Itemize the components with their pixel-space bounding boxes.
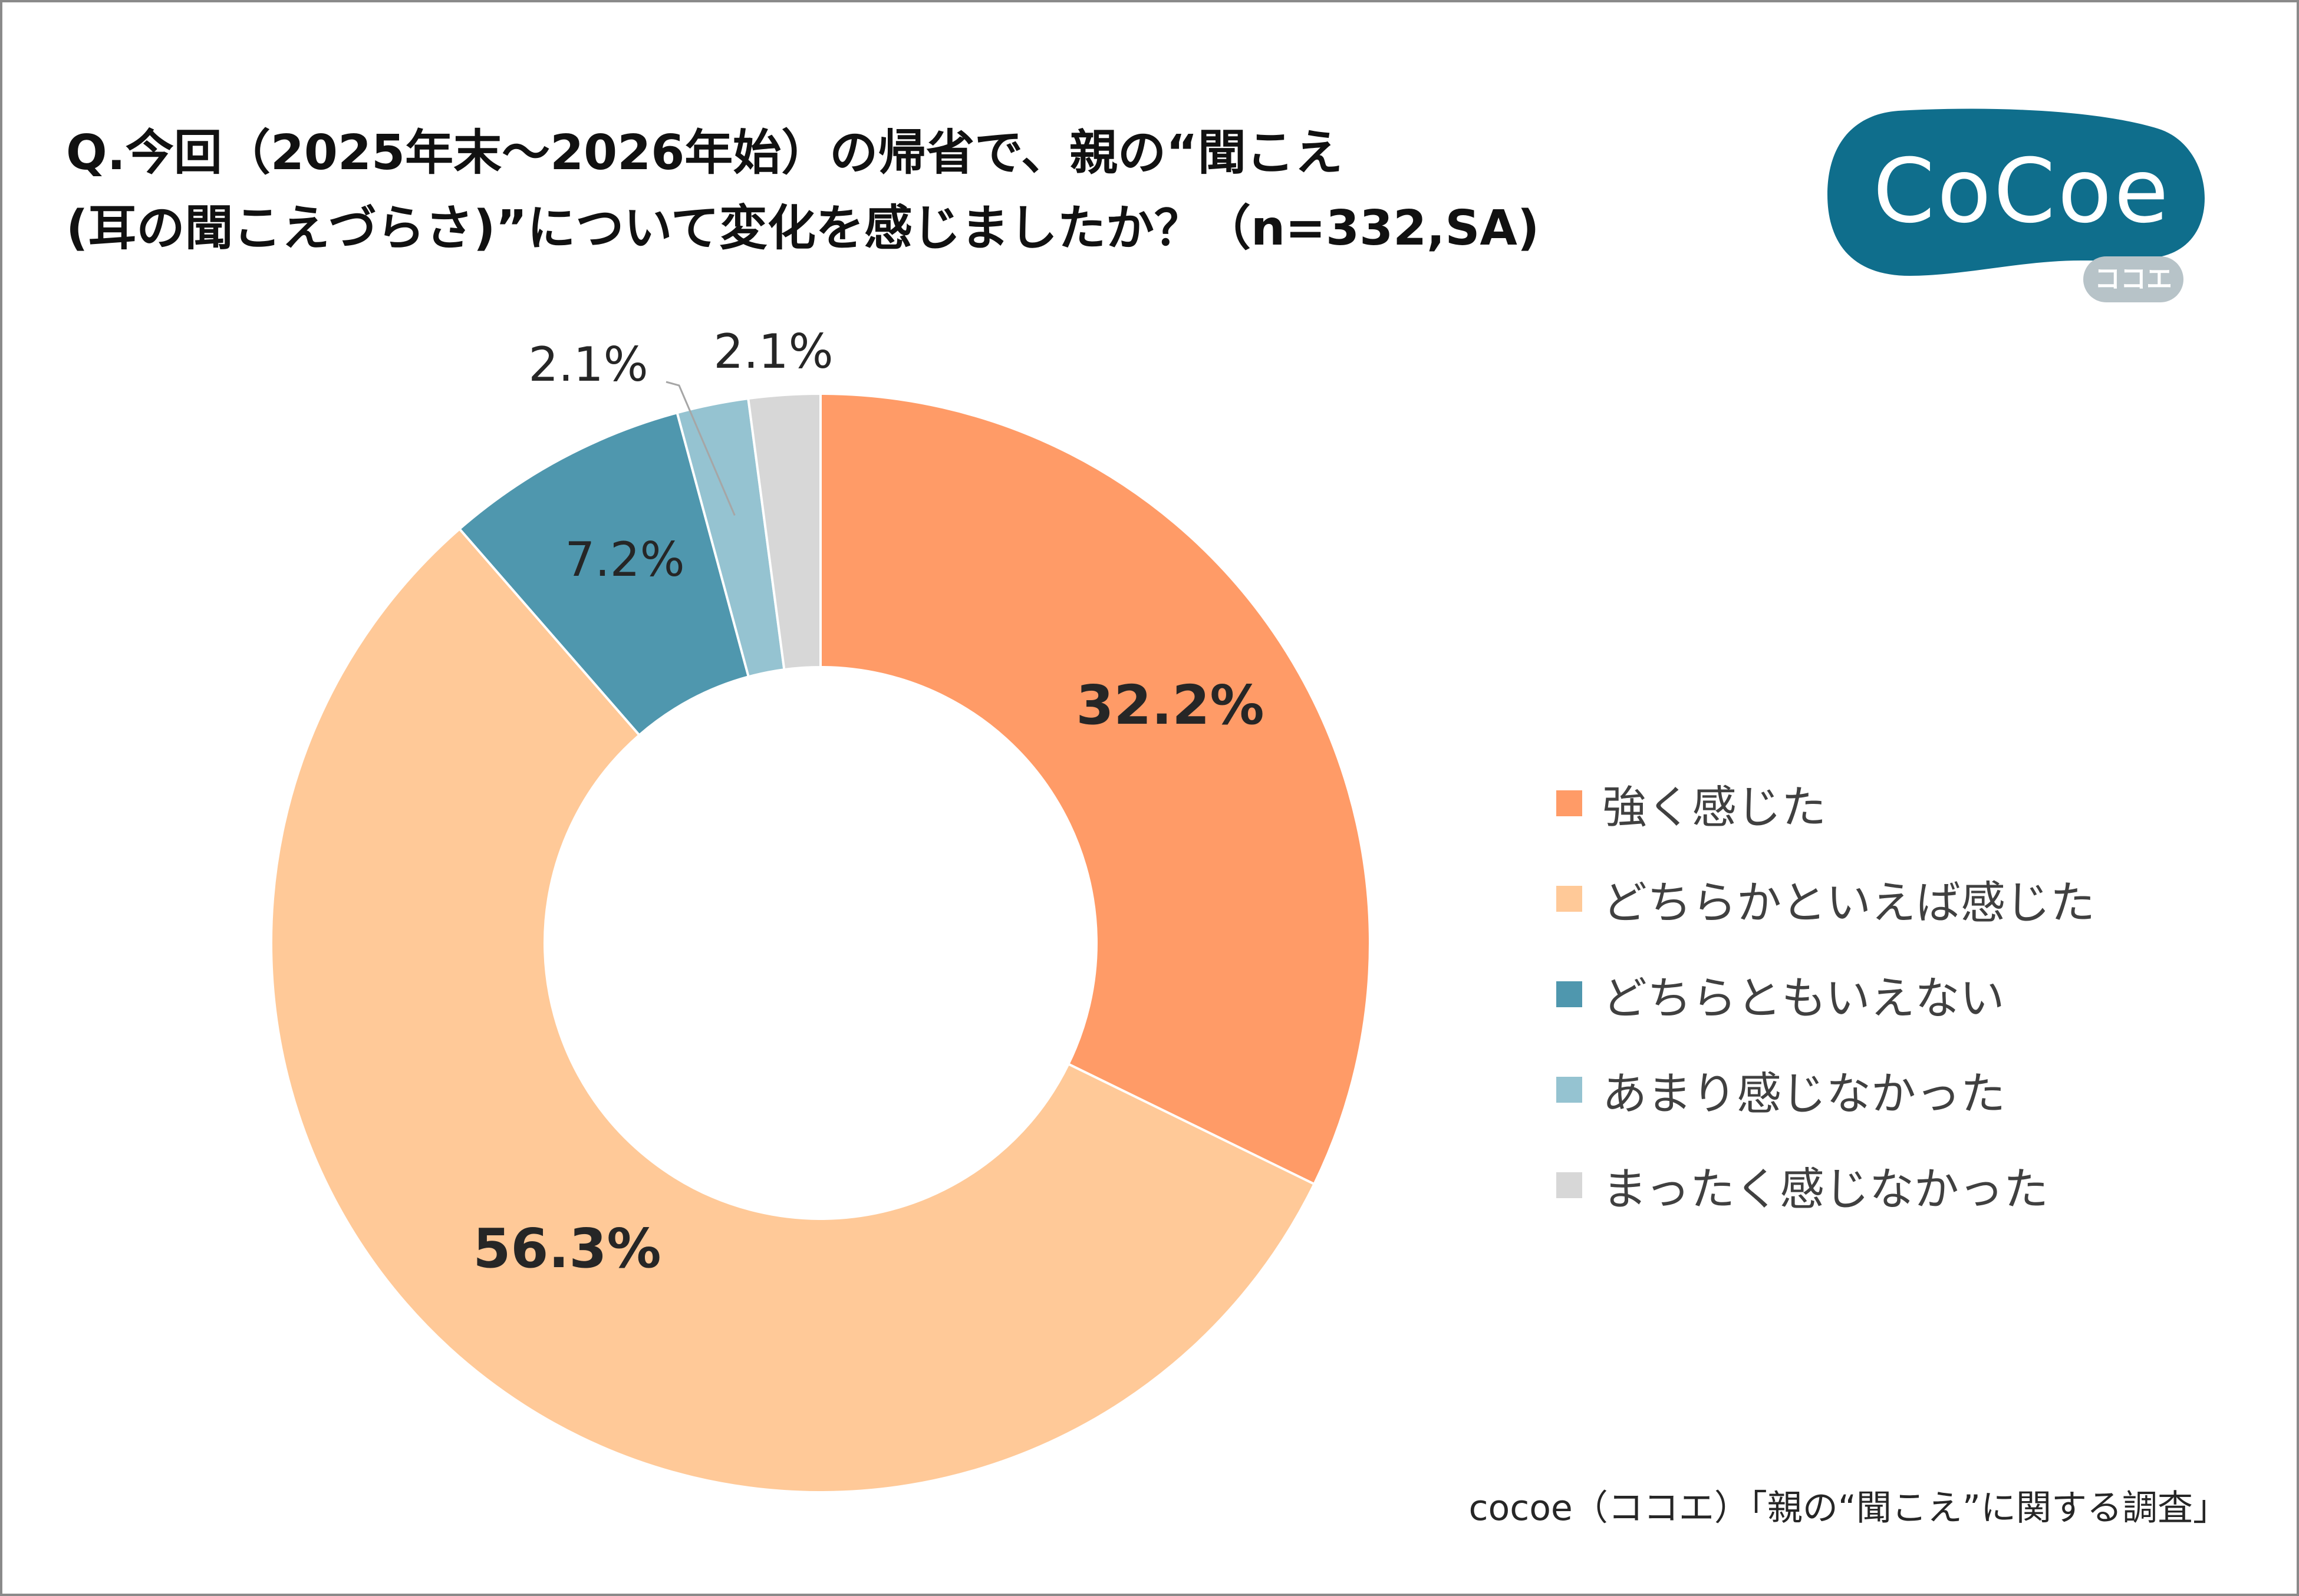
legend-swatch <box>1556 790 1582 816</box>
legend-swatch <box>1556 1172 1582 1198</box>
legend-item-not-at-all: まったく感じなかった <box>1556 1137 2234 1233</box>
logo-pill-shape <box>1827 108 2205 276</box>
legend: 強く感じた どちらかといえば感じた どちらともいえない あまり感じなかった まっ… <box>1556 756 2234 1233</box>
cocoe-logo: CoCoe ココエ <box>1827 106 2205 312</box>
leader-line-group <box>666 381 736 516</box>
chart-title: Q.今回（2025年末～2026年始）の帰省で、親の“聞こえ (耳の聞こえづらさ… <box>66 116 1805 266</box>
legend-label: まったく感じなかった <box>1602 1163 2048 1215</box>
title-line-2: (耳の聞こえづらさ)”について変化を感じましたか？（n=332,SA) <box>66 200 1540 256</box>
logo-wordmark: CoCoe <box>1873 140 2171 243</box>
legend-item-neutral: どちらともいえない <box>1556 947 2234 1042</box>
data-label-group: 32.2% 56.3% 7.2% 2.1% 2.1% <box>473 324 1264 1280</box>
legend-label: どちらかといえば感じた <box>1602 876 2095 929</box>
data-label-strongly-felt: 32.2% <box>1076 674 1264 737</box>
data-label-not-at-all: 2.1% <box>713 324 833 379</box>
legend-item-strongly-felt: 強く感じた <box>1556 756 2234 851</box>
donut-slice-somewhat-felt <box>270 527 1316 1493</box>
logo-subtitle: ココエ <box>2083 256 2183 302</box>
donut-slice-neutral <box>457 411 750 737</box>
legend-label: どちらともいえない <box>1602 972 2005 1024</box>
title-line-1: Q.今回（2025年末～2026年始）の帰省で、親の“聞こえ <box>66 125 1343 181</box>
source-note: cocoe（ココエ）「親の“聞こえ”に関する調査」 <box>1468 1488 2228 1529</box>
legend-label: あまり感じなかった <box>1602 1067 2005 1120</box>
slice-group <box>270 392 1371 1493</box>
donut-slice-not-at-all <box>747 392 822 671</box>
data-label-neutral: 7.2% <box>565 532 684 587</box>
legend-swatch <box>1556 1077 1582 1103</box>
donut-slice-strongly-felt <box>819 392 1371 1186</box>
data-label-not-much: 2.1% <box>528 337 648 392</box>
legend-swatch <box>1556 981 1582 1007</box>
leader-line-not-much <box>666 381 736 516</box>
legend-swatch <box>1556 886 1582 912</box>
data-label-somewhat-felt: 56.3% <box>473 1217 661 1280</box>
legend-item-not-much: あまり感じなかった <box>1556 1042 2234 1137</box>
legend-label: 強く感じた <box>1602 781 1826 833</box>
legend-item-somewhat-felt: どちらかといえば感じた <box>1556 851 2234 947</box>
